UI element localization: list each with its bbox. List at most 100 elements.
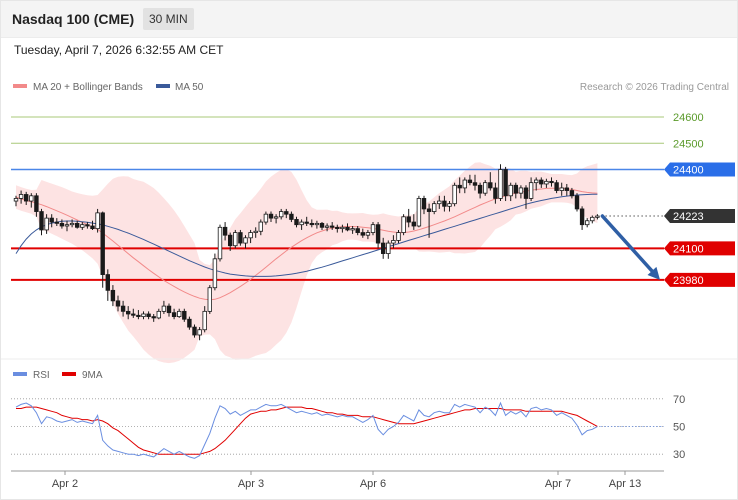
candle [488,172,493,191]
candle-body-down [166,305,172,314]
candle-body-up [18,194,24,199]
candle [513,182,518,199]
candle-body-down [345,226,350,231]
candle [75,220,80,229]
candle-body-up [508,184,513,197]
candle-body-down [493,187,498,199]
candle [564,183,569,196]
candle [161,300,167,314]
chart-datetime: Tuesday, April 7, 2026 6:32:55 AM CET [14,43,224,57]
candle [503,166,508,202]
candle [187,316,192,330]
candle-body-down [488,182,493,189]
candle [299,219,304,230]
candle-body-down [309,222,314,226]
candle-body-down [222,226,228,236]
candle [314,220,320,229]
candle-body-down [85,224,90,227]
candle [212,253,218,291]
candle-body-up [350,228,355,231]
candle-body-down [136,314,141,318]
candle-body-down [238,232,243,244]
chart-header: Nasdaq 100 (CME) 30 MIN [1,1,737,38]
candle-body-down [126,310,131,315]
candle [554,180,559,194]
rsi-legend-swatch [13,372,27,376]
candlesticks [13,164,600,341]
candle-body-down [539,179,544,185]
candle-body-down [23,194,29,202]
candle [467,174,473,186]
candle [151,313,156,322]
candle [238,229,243,246]
candle [401,214,406,236]
candle-body-down [579,208,585,226]
timeframe-badge[interactable]: 30 MIN [143,8,194,30]
candle [90,220,95,230]
candle-body-up [69,222,75,226]
candle [559,182,564,196]
candle [64,220,70,232]
candle [477,182,483,199]
candle [263,211,269,225]
candle [95,208,100,233]
candle [447,201,452,212]
candle-body-up [233,232,238,247]
candle-body-down [329,225,335,228]
projection-arrow-head [647,266,660,280]
candle [421,195,427,215]
candle [457,177,462,194]
candle-body-up [258,221,263,232]
candle-body-up [95,212,100,230]
candle-body-up [559,187,564,191]
candle [416,195,422,228]
candle [462,177,467,194]
candle-body-down [411,221,416,227]
candle-body-down [90,225,95,230]
candle-body-down [554,182,559,191]
candle-body-up [243,237,248,244]
candle [171,308,177,320]
candle-body-up [273,216,279,219]
candle-body-down [100,212,105,275]
support-level-label: 23980 [673,275,704,287]
candle [350,226,355,234]
support-level-tag: 23980 [664,272,735,287]
rsi-tick-label: 50 [673,422,685,434]
candle [329,222,335,230]
candle-body-up [340,226,345,230]
candle-body-down [34,195,39,212]
rsi-tick-label: 70 [673,394,685,406]
candle-body-down [182,310,187,320]
rsi-legend-label: RSI [33,370,50,381]
candle-body-down [467,179,473,184]
support-tag-shape [664,241,735,256]
candle [105,269,110,301]
candle-body-up [416,198,422,227]
x-tick-label: Apr 3 [238,478,264,490]
x-tick-label: Apr 6 [360,478,386,490]
candle-body-down [151,316,156,319]
candle-body-down [284,211,289,215]
candle-body-up [314,222,320,226]
candle [518,185,524,199]
candle [431,201,437,215]
resistance-level-label: 24400 [673,165,704,177]
instrument-title: Nasdaq 100 (CME) [12,11,135,27]
candle [258,219,263,236]
candle [523,185,529,209]
candle-body-up [365,232,371,236]
candle [253,227,258,238]
candle [166,303,172,317]
candle [202,306,207,333]
projection-arrow [600,214,660,280]
rsi-ma-legend-swatch [62,372,76,376]
candle-body-up [585,220,590,226]
candle [110,285,116,307]
candle [452,182,457,207]
bollinger-bands [16,162,598,364]
candle [528,177,534,202]
candle-body-up [29,195,34,202]
candle [136,310,141,320]
